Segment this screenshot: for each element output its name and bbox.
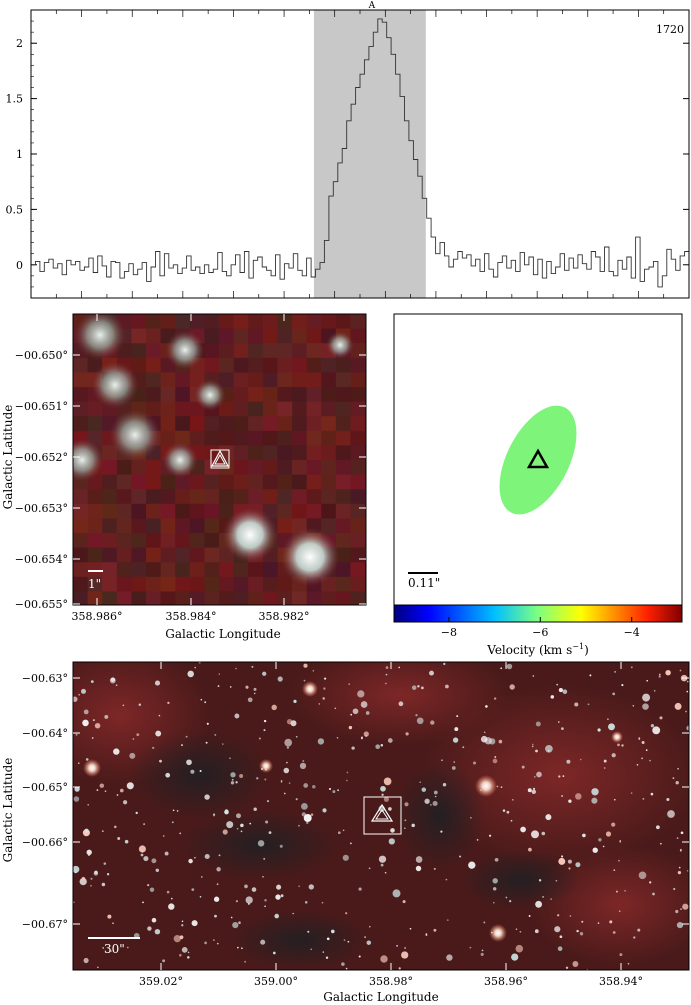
wide-scale-bar: 30" (88, 937, 140, 956)
zoom-x-tick-label: 358.982° (259, 610, 310, 623)
wide-x-tick-label: 359.00° (254, 975, 298, 988)
zoom-x-tick-label: 358.984° (166, 610, 217, 623)
wide-x-tick-label: 358.96° (484, 975, 528, 988)
wide-y-axis-title: Galactic Latitude (1, 758, 15, 863)
spectrum-corner-label: 1720 (656, 23, 684, 36)
spectrum-marker-label: A (368, 1, 376, 11)
wide-x-tick-label: 359.02° (139, 975, 183, 988)
svg-text:1": 1" (88, 577, 101, 591)
zoom-image (73, 314, 366, 605)
zoom-y-tick-label: −00.650° (15, 349, 68, 362)
zoom-scale-bar: 1" (88, 570, 103, 591)
velocity-source-marker (526, 448, 550, 469)
svg-text:0.11": 0.11" (408, 576, 440, 590)
spectrum-y-tick-label: 2 (16, 37, 23, 50)
spectrum-y-tick-label: 1.5 (6, 93, 24, 106)
velocity-colorbar (393, 604, 683, 623)
spectrum-plot: 2 1.5 1 0.5 0 A 1720 (6, 1, 690, 299)
colorbar-ticks: −8 −6 −4 (441, 617, 640, 639)
velocity-scale-bar: 0.11" (408, 572, 440, 590)
wide-frame (72, 661, 690, 971)
wide-y-tick-label: −00.63° (22, 672, 68, 685)
zoom-x-ticks: 358.986° 358.984° 358.982° (72, 314, 310, 623)
wide-x-tick-label: 358.98° (369, 975, 413, 988)
spectrum-y-tick-label: 0.5 (6, 203, 24, 216)
colorbar-title: Velocity (km s−1) (486, 642, 589, 657)
zoom-y-axis-title: Galactic Latitude (1, 405, 15, 510)
wide-y-tick-label: −00.67° (22, 918, 68, 931)
zoom-source-marker (210, 449, 230, 469)
zoom-y-tick-label: −00.651° (15, 400, 68, 413)
wide-image (73, 662, 689, 970)
wide-y-ticks: −00.63° −00.64° −00.65° −00.66° −00.67° (22, 672, 689, 931)
zoom-y-ticks: −00.650° −00.651° −00.652° −00.653° −00.654°… (15, 349, 366, 611)
colorbar-tick-label: −6 (532, 626, 548, 639)
wide-image-panel: 30" −00.63°−00.64°−00.65°−00.66°−00.67° … (1, 661, 690, 1004)
zoom-y-tick-label: −00.655° (15, 598, 68, 611)
spectrum-frame (30, 9, 690, 299)
spectrum-y-tick-label: 1 (16, 148, 23, 161)
zoom-frame (72, 313, 367, 606)
wide-x-tick-label: 358.94° (599, 975, 643, 988)
colorbar-tick-label: −8 (441, 626, 457, 639)
wide-x-axis-title: Galactic Longitude (323, 990, 438, 1004)
zoom-x-axis-title: Galactic Longitude (165, 627, 280, 641)
zoom-y-tick-label: −00.652° (15, 451, 68, 464)
spectrum-y-tick-label: 0 (16, 259, 23, 272)
velocity-window (313, 10, 426, 298)
velocity-map-panel: 0.11" −8 −6 −4 Velocity (km s−1) (393, 313, 683, 657)
wide-y-tick-label: −00.64° (22, 727, 68, 740)
velocity-ellipse (499, 405, 577, 515)
zoom-y-tick-label: −00.653° (15, 502, 68, 515)
wide-y-tick-label: −00.66° (22, 836, 68, 849)
zoom-y-tick-label: −00.654° (15, 553, 68, 566)
zoom-x-tick-label: 358.986° (72, 610, 123, 623)
colorbar-tick-label: −4 (624, 626, 640, 639)
wide-y-tick-label: −00.65° (22, 781, 68, 794)
svg-text:30": 30" (104, 942, 125, 956)
spectrum-line (31, 18, 689, 288)
zoom-image-panel: 1" −00.650°−00.651°−00.652°−00.653°−00.6… (1, 313, 367, 641)
wide-source-marker (363, 796, 402, 835)
wide-x-ticks: 359.02° 359.00° 358.98° 358.96° 358.94° (139, 662, 643, 988)
